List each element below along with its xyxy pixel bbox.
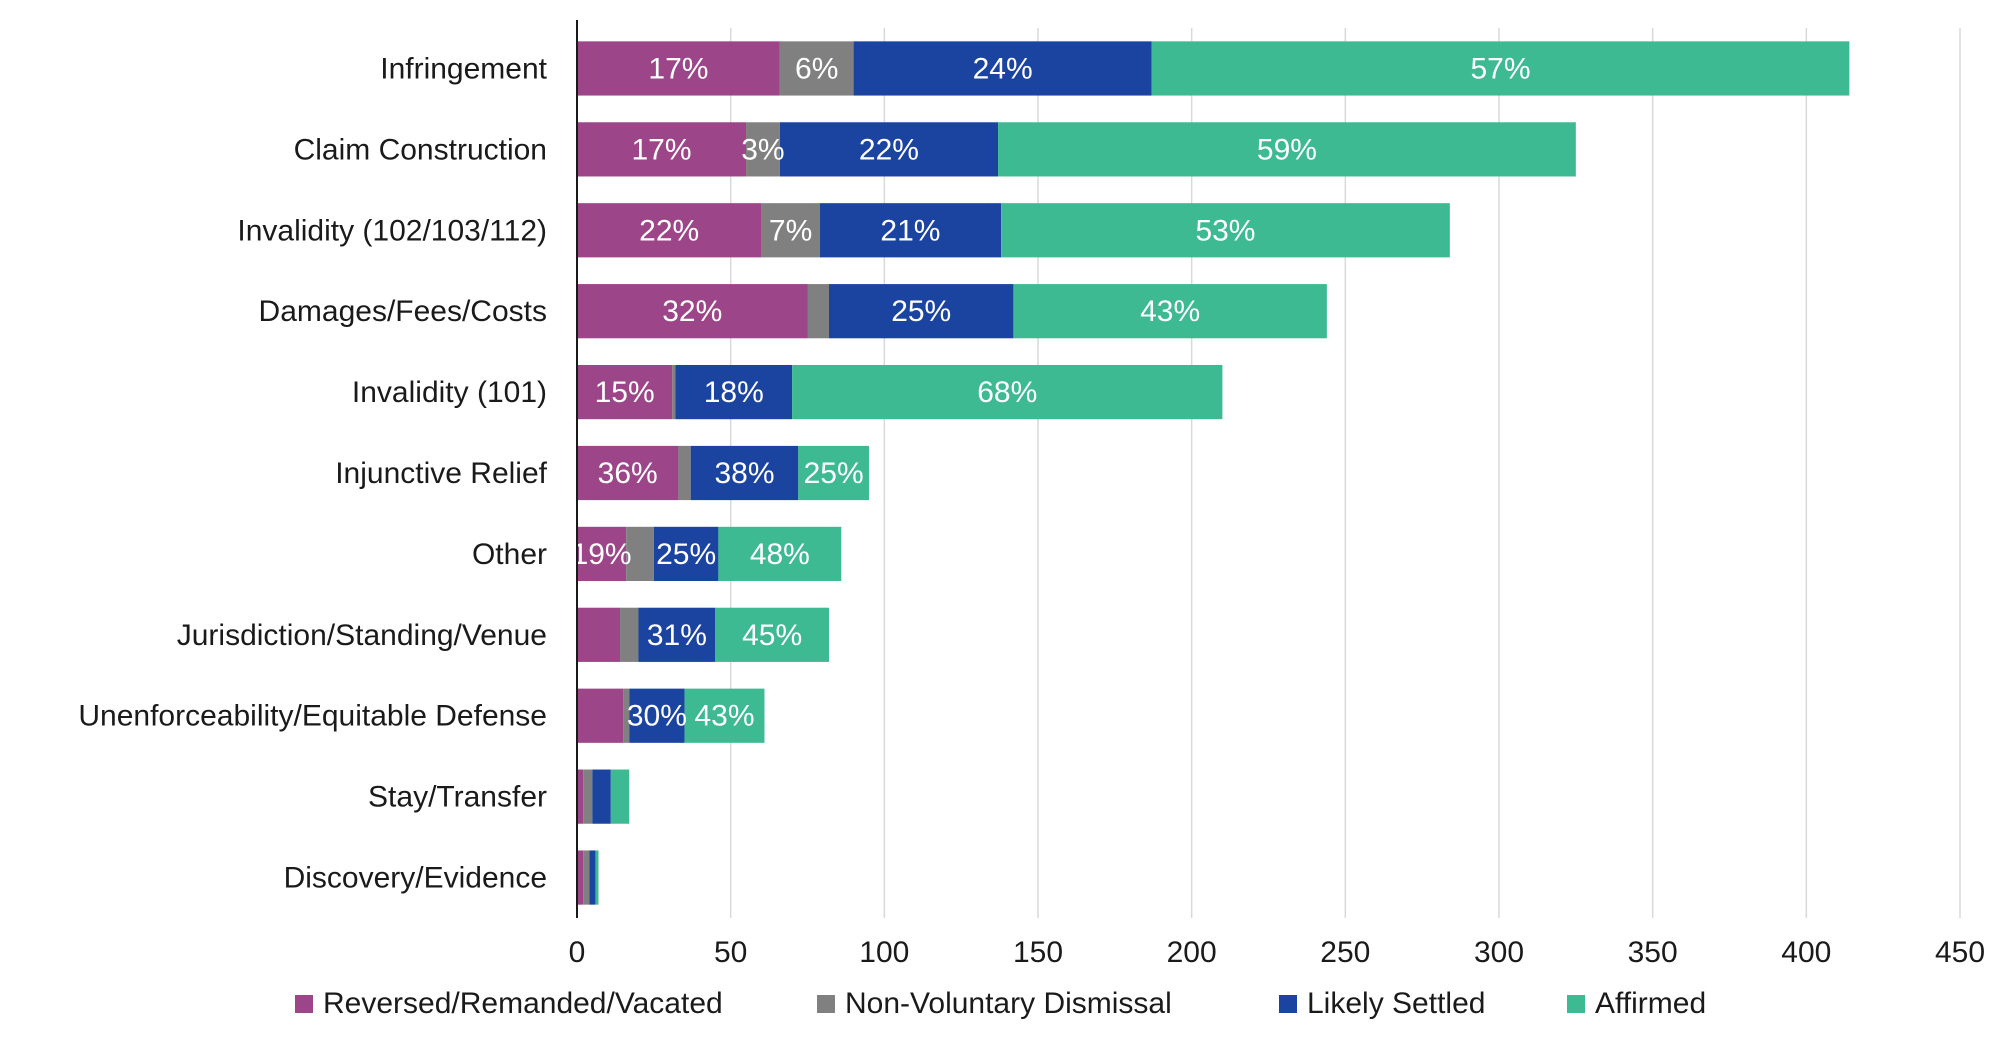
data-label: 22% <box>639 214 699 247</box>
data-label: 59% <box>1257 133 1317 166</box>
bar-affirmed-discovery-evidence <box>595 850 598 904</box>
bar-likely-settled-discovery-evidence <box>589 850 595 904</box>
data-label: 21% <box>880 214 940 247</box>
bar-non-voluntary-dismissal-damages-fees-costs <box>808 284 830 338</box>
data-label: 45% <box>742 619 802 652</box>
data-label: 6% <box>795 52 838 85</box>
data-label: 15% <box>595 376 655 409</box>
bar-likely-settled-stay-transfer <box>592 770 610 824</box>
data-label: 43% <box>1140 295 1200 328</box>
bar-reversed-remanded-vacated-unenforceability-equitable-defense <box>577 689 623 743</box>
category-label: Infringement <box>380 52 547 85</box>
bar-non-voluntary-dismissal-invalidity-101 <box>672 365 675 419</box>
x-tick-label: 250 <box>1320 936 1370 969</box>
data-label: 31% <box>647 619 707 652</box>
x-tick-label: 400 <box>1781 936 1831 969</box>
data-label: 17% <box>648 52 708 85</box>
data-label: 7% <box>769 214 812 247</box>
data-label: 24% <box>973 52 1033 85</box>
data-label: 25% <box>891 295 951 328</box>
data-label: 18% <box>704 376 764 409</box>
data-label: 48% <box>750 538 810 571</box>
legend-label: Likely Settled <box>1307 987 1485 1020</box>
x-tick-label: 200 <box>1167 936 1217 969</box>
data-label: 25% <box>656 538 716 571</box>
data-label: 57% <box>1471 52 1531 85</box>
bar-non-voluntary-dismissal-injunctive-relief <box>678 446 690 500</box>
x-tick-label: 150 <box>1013 936 1063 969</box>
legend-swatch-non-voluntary-dismissal <box>817 995 835 1013</box>
data-label: 25% <box>804 457 864 490</box>
bar-affirmed-stay-transfer <box>611 770 629 824</box>
data-label: 19% <box>572 538 632 571</box>
legend-swatch-likely-settled <box>1279 995 1297 1013</box>
data-label: 32% <box>662 295 722 328</box>
category-label: Discovery/Evidence <box>284 862 547 895</box>
data-label: 17% <box>631 133 691 166</box>
category-label: Invalidity (101) <box>352 376 547 409</box>
category-label: Invalidity (102/103/112) <box>237 214 547 247</box>
bar-non-voluntary-dismissal-stay-transfer <box>583 770 592 824</box>
legend-label: Affirmed <box>1595 987 1706 1020</box>
data-label: 22% <box>859 133 919 166</box>
legend-swatch-reversed-remanded-vacated <box>295 995 313 1013</box>
x-tick-label: 450 <box>1935 936 1985 969</box>
data-label: 68% <box>977 376 1037 409</box>
x-tick-label: 50 <box>714 936 747 969</box>
x-tick-label: 100 <box>859 936 909 969</box>
legend-label: Reversed/Remanded/Vacated <box>323 987 723 1020</box>
category-label: Jurisdiction/Standing/Venue <box>177 619 547 652</box>
category-label: Unenforceability/Equitable Defense <box>78 700 547 733</box>
bar-reversed-remanded-vacated-jurisdiction-standing-venue <box>577 608 620 662</box>
category-label: Stay/Transfer <box>368 781 547 814</box>
bar-non-voluntary-dismissal-discovery-evidence <box>583 850 589 904</box>
data-label: 43% <box>694 700 754 733</box>
legend-swatch-affirmed <box>1567 995 1585 1013</box>
data-label: 36% <box>598 457 658 490</box>
data-label: 53% <box>1195 214 1255 247</box>
x-tick-label: 0 <box>569 936 586 969</box>
category-label: Injunctive Relief <box>335 457 547 490</box>
x-tick-label: 350 <box>1628 936 1678 969</box>
data-label: 38% <box>714 457 774 490</box>
bar-non-voluntary-dismissal-jurisdiction-standing-venue <box>620 608 638 662</box>
category-label: Other <box>472 538 547 571</box>
category-label: Damages/Fees/Costs <box>259 295 547 328</box>
x-tick-label: 300 <box>1474 936 1524 969</box>
data-label: 3% <box>741 133 784 166</box>
category-label: Claim Construction <box>294 133 547 166</box>
legend: Reversed/Remanded/Vacated Non-Voluntary D… <box>295 987 1706 1020</box>
data-label: 30% <box>627 700 687 733</box>
legend-label: Non-Voluntary Dismissal <box>845 987 1172 1020</box>
